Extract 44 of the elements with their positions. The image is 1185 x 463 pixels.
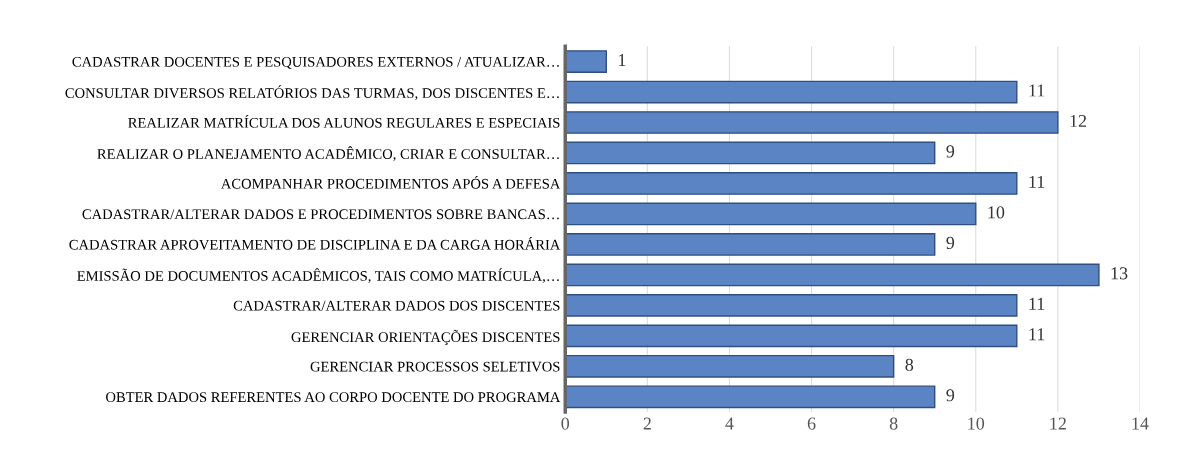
bar [565, 50, 607, 73]
data-label: 12 [1070, 114, 1087, 127]
y-tick-label: OBTER DADOS REFERENTES AO CORPO DOCENTE DO PROGRAMA [106, 392, 561, 403]
x-tick-label: 8 [889, 417, 898, 430]
y-tick-label: REALIZAR O PLANEJAMENTO ACADÊMICO, CRIAR E CONSULTAR… [97, 146, 559, 162]
bar [565, 233, 936, 256]
x-tick-label: 12 [1050, 417, 1066, 430]
y-tick-label: CADASTRAR DOCENTES E PESQUISADORES EXTERNOS / ATUALIZAR… [72, 56, 559, 69]
bar [565, 172, 1018, 195]
bar [565, 111, 1059, 134]
y-tick-label: CADASTRAR APROVEITAMENTO DE DISCIPLINA E DA CARGA HORÁRIA [69, 237, 561, 250]
y-tick-label: EMISSÃO DE DOCUMENTOS ACADÊMICOS, TAIS COMO MATRÍCULA,… [77, 268, 559, 283]
data-label: 11 [1029, 328, 1045, 341]
data-label: 11 [1029, 84, 1045, 97]
bar [565, 141, 936, 165]
bar [565, 80, 1018, 104]
y-tick-label: ACOMPANHAR PROCEDIMENTOS APÓS A DEFESA [220, 176, 561, 189]
x-tick-label: 6 [807, 417, 816, 430]
y-tick-label: CADASTRAR/ALTERAR DADOS DOS DISCENTES [233, 300, 560, 311]
bar [565, 202, 977, 226]
y-tick-label: GERENCIAR ORIENTAÇÕES DISCENTES [291, 329, 560, 346]
y-tick-label: CADASTRAR/ALTERAR DADOS E PROCEDIMENTOS SOBRE BANCAS… [82, 209, 559, 220]
y-tick-label: GERENCIAR PROCESSOS SELETIVOS [310, 361, 560, 372]
data-label: 9 [946, 389, 955, 402]
x-tick-label: 2 [643, 417, 651, 430]
bar [565, 324, 1018, 348]
x-tick-label: 0 [561, 417, 570, 430]
x-tick-label: 4 [725, 417, 734, 430]
data-label: 9 [946, 236, 955, 249]
bar [565, 263, 1100, 287]
bar [565, 294, 1018, 317]
x-tick-label: 14 [1132, 417, 1149, 430]
data-label: 1 [619, 53, 626, 66]
x-tick-label: 10 [968, 417, 985, 430]
data-label: 11 [1029, 175, 1045, 188]
bar [565, 385, 936, 409]
data-label: 8 [905, 358, 914, 371]
data-label: 10 [988, 206, 1005, 219]
data-label: 9 [946, 145, 955, 158]
bar [565, 354, 895, 378]
data-label: 13 [1111, 267, 1128, 280]
data-label: 11 [1029, 297, 1045, 310]
y-tick-label: CONSULTAR DIVERSOS RELATÓRIOS DAS TURMAS, DOS DISCENTES E… [65, 85, 559, 101]
y-tick-label: REALIZAR MATRÍCULA DOS ALUNOS REGULARES E ESPECIAIS [128, 115, 560, 128]
